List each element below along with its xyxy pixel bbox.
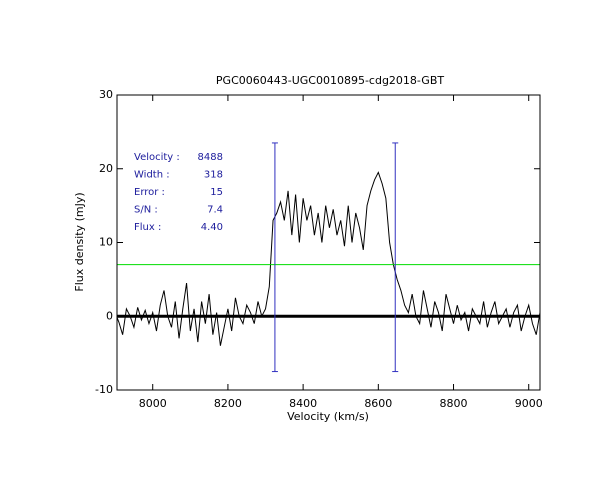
y-tick-label: 30 bbox=[99, 88, 113, 101]
x-tick-label: 8200 bbox=[214, 397, 242, 410]
y-tick-label: -10 bbox=[95, 383, 113, 396]
y-tick-label: 10 bbox=[99, 236, 113, 249]
x-tick-label: 8400 bbox=[289, 397, 317, 410]
annotation-label: Width : bbox=[134, 170, 170, 181]
annotation-label: S/N : bbox=[134, 205, 158, 216]
x-axis-label: Velocity (km/s) bbox=[287, 410, 369, 423]
annotation-value: 7.4 bbox=[207, 205, 223, 216]
chart-title: PGC0060443-UGC0010895-cdg2018-GBT bbox=[216, 74, 444, 87]
x-tick-label: 8600 bbox=[364, 397, 392, 410]
x-tick-label: 8800 bbox=[440, 397, 468, 410]
plot-area bbox=[117, 171, 540, 346]
annotation-value: 15 bbox=[210, 187, 223, 198]
x-tick-label: 9000 bbox=[515, 397, 543, 410]
y-axis-label: Flux density (mJy) bbox=[73, 192, 86, 291]
spectrum-line bbox=[117, 171, 540, 346]
x-tick-label: 8000 bbox=[139, 397, 167, 410]
annotation-value: 8488 bbox=[198, 152, 223, 163]
annotation-label: Error : bbox=[134, 187, 165, 198]
annotation-label: Velocity : bbox=[134, 152, 180, 163]
y-tick-label: 0 bbox=[106, 309, 113, 322]
annotation-value: 4.40 bbox=[201, 222, 223, 233]
annotation-value: 318 bbox=[204, 170, 223, 181]
annotation-label: Flux : bbox=[134, 222, 161, 233]
y-tick-label: 20 bbox=[99, 162, 113, 175]
